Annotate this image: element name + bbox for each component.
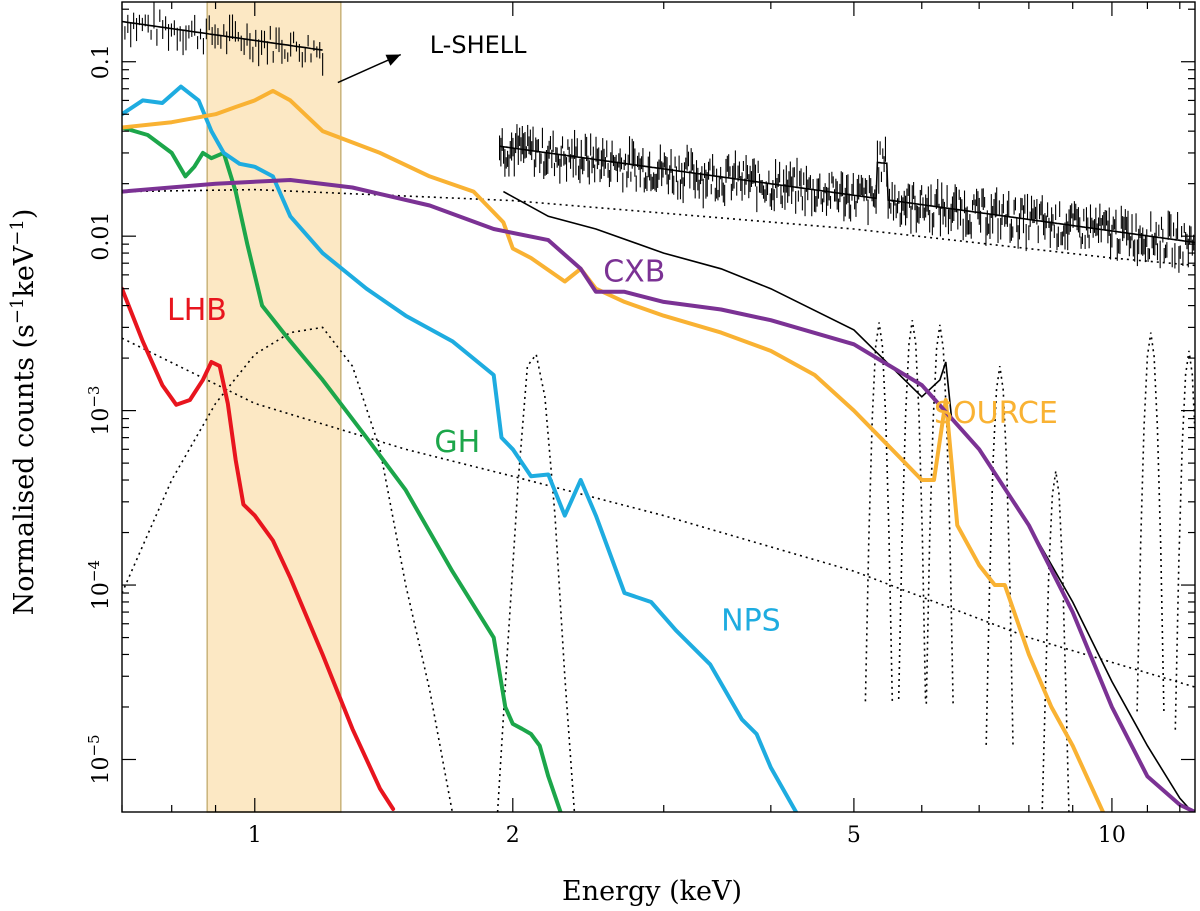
line-emission-model <box>985 365 1014 745</box>
x-axis-label: Energy (keV) <box>562 876 742 907</box>
series-curve-gh <box>122 125 563 812</box>
plot-frame <box>121 1 1196 813</box>
y-tick-label: 0.01 <box>89 212 114 261</box>
l-shell-label: L-SHELL <box>430 31 527 59</box>
line-emission-model <box>1174 350 1195 730</box>
x-tick-label: 5 <box>847 823 861 848</box>
y-axis-label: Normalised counts (s−1keV−1) <box>7 209 41 616</box>
series-curve-cxb <box>122 178 1195 812</box>
x-axis-ticks: 1 2 5 10 <box>121 2 1181 848</box>
y-tick-label-base: 10 <box>89 582 114 610</box>
y-axis-label-end: ) <box>9 209 40 220</box>
model-components <box>122 188 1195 812</box>
x-tick-label: 1 <box>248 823 262 848</box>
l-shell-arrowhead <box>385 54 401 66</box>
series-curve-lhb <box>122 286 396 811</box>
y-axis-label-sup2: −1 <box>7 219 28 246</box>
series-label-cxb: CXB <box>603 254 665 289</box>
y-tick-label-exp: −4 <box>85 560 103 582</box>
series-labels: LHB GH NPS SOURCE CXB <box>167 254 1058 638</box>
y-axis-label-mid: keV <box>9 245 40 297</box>
series-label-source: SOURCE <box>934 396 1058 431</box>
series-curve-nps <box>122 84 799 812</box>
series-label-lhb: LHB <box>167 293 227 328</box>
l-shell-annotation: L-SHELL <box>337 31 527 84</box>
line-emission-model <box>1041 470 1070 812</box>
y-tick-label: 10−3 <box>85 386 114 436</box>
series-curves <box>122 84 1195 812</box>
y-tick-label: 10−4 <box>85 560 114 610</box>
model-component-curve <box>122 326 454 812</box>
line-emission-model <box>897 320 927 700</box>
total-model-fit <box>503 190 1194 812</box>
y-tick-label: 0.1 <box>89 44 114 79</box>
line-emission-model <box>925 324 954 704</box>
line-emission-model <box>864 322 894 702</box>
x-tick-label: 10 <box>1098 823 1126 848</box>
series-label-nps: NPS <box>721 603 781 638</box>
y-axis-label-main: Normalised counts (s <box>9 324 40 615</box>
model-component-curve <box>122 337 1195 688</box>
series-curve-source <box>122 88 1106 812</box>
observed-data-points <box>122 2 1195 812</box>
line-emission-model <box>1136 332 1165 712</box>
y-tick-label-exp: −5 <box>85 734 103 756</box>
y-tick-label: 10−5 <box>85 734 114 784</box>
y-tick-label-base: 10 <box>89 408 114 436</box>
y-axis-label-sup1: −1 <box>7 298 28 325</box>
model-component-curve <box>496 352 576 812</box>
y-tick-label-exp: −3 <box>85 386 103 408</box>
hard-band-model-fit <box>499 145 1195 244</box>
y-tick-label-base: 10 <box>89 757 114 785</box>
series-label-gh: GH <box>434 425 480 460</box>
soft-band-model-fit <box>122 20 323 51</box>
x-tick-label: 2 <box>506 823 520 848</box>
